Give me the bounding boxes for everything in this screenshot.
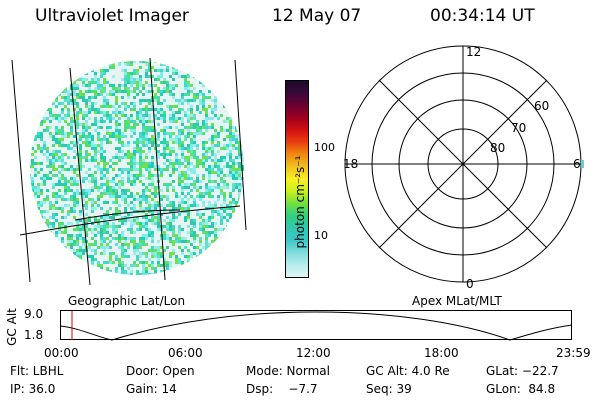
timeline-ylabel: GC Alt [5,308,19,346]
polar-panel-label: Apex MLat/MLT [412,294,502,308]
colorbar-tick-100: 100 [314,141,335,154]
timeline-tick-4: 23:59 [556,346,591,360]
colorbar-unit-label: photon cm⁻²s⁻¹ [293,155,307,249]
info-ip: IP: 36.0 [10,382,56,396]
observation-date: 12 May 07 [272,6,362,26]
timeline-tick-3: 18:00 [424,346,459,360]
observation-time: 00:34:14 UT [430,6,535,26]
geo-panel-label: Geographic Lat/Lon [68,294,186,308]
timeline-tick-1: 06:00 [168,346,203,360]
info-gain: Gain: 14 [126,382,177,396]
info-filter: Flt: LBHL [10,364,64,378]
colorbar-gradient [286,81,308,277]
info-seq: Seq: 39 [366,382,412,396]
lat-label-70: 70 [511,121,526,135]
lat-label-60: 60 [534,99,549,113]
info-door: Door: Open [126,364,195,378]
timeline-ymax: 9.0 [24,307,44,321]
info-glat: GLat: −22.7 [486,364,559,378]
mlt-label-18: 18 [343,157,358,171]
instrument-title: Ultraviolet Imager [35,6,189,26]
mlt-label-12: 12 [466,45,481,59]
info-gc-alt: GC Alt: 4.0 Re [366,364,450,378]
timeline-plot [60,310,572,341]
geo-image-panel [11,57,247,286]
polar-plot: 12 18 6 0 60 70 80 [343,45,584,291]
geo-grid-lines [11,57,247,286]
info-mode: Mode: Normal [246,364,330,378]
timeline-tick-2: 12:00 [296,346,331,360]
timeline-tick-0: 00:00 [44,346,79,360]
colorbar-tick-10: 10 [314,229,328,242]
lat-label-80: 80 [490,141,505,155]
mlt-label-0: 0 [466,277,474,291]
colorbar [285,80,309,278]
info-dsp: Dsp: −7.7 [246,382,318,396]
timeline-ymin: 1.8 [24,328,44,342]
mlt-label-6: 6 [573,157,581,171]
info-glon: GLon: 84.8 [486,382,556,396]
